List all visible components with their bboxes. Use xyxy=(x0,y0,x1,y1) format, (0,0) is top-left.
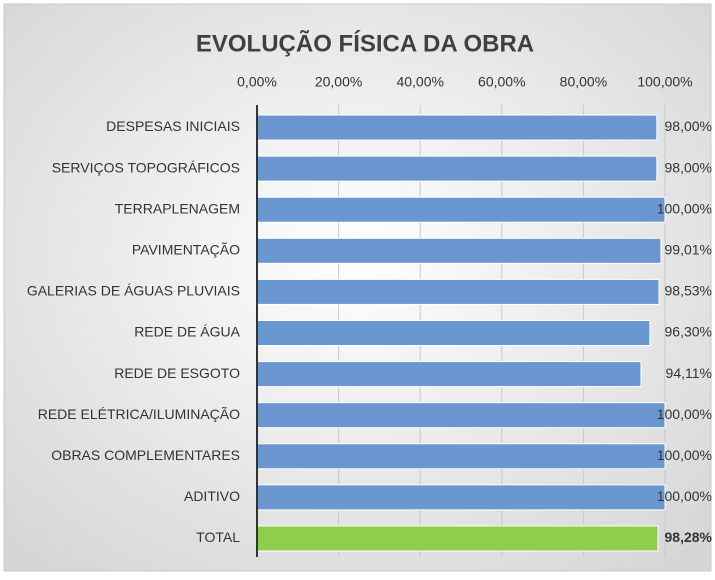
y-tick-label: TOTAL xyxy=(196,529,240,545)
bar xyxy=(256,402,666,429)
y-tick-label: DESPESAS INICIAIS xyxy=(106,118,240,134)
bar xyxy=(256,484,666,511)
data-label: 96,30% xyxy=(665,324,712,340)
bar xyxy=(256,237,662,264)
x-tick-label: 0,00% xyxy=(237,74,277,90)
data-label: 94,11% xyxy=(666,365,712,381)
data-label: 98,53% xyxy=(665,283,712,299)
bar xyxy=(256,525,659,552)
data-label: 98,28% xyxy=(665,529,713,545)
y-tick-label: ADITIVO xyxy=(184,488,240,504)
bar xyxy=(256,114,658,141)
data-label: 98,00% xyxy=(665,159,712,175)
x-tick-label: 80,00% xyxy=(560,74,607,90)
data-label: 98,00% xyxy=(665,118,712,134)
bar xyxy=(256,320,651,346)
y-tick-label: TERRAPLENAGEM xyxy=(115,200,240,216)
data-label: 99,01% xyxy=(665,242,712,258)
bar xyxy=(256,443,666,470)
y-tick-label: REDE DE ÁGUA xyxy=(134,324,240,340)
data-label: 100,00% xyxy=(657,447,712,463)
y-tick-label: REDE DE ESGOTO xyxy=(114,365,240,381)
bar xyxy=(256,278,660,305)
bar xyxy=(256,196,666,223)
x-tick-label: 100,00% xyxy=(637,74,692,90)
x-tick-label: 40,00% xyxy=(396,74,443,90)
y-tick-label: PAVIMENTAÇÃO xyxy=(132,242,240,258)
data-label: 100,00% xyxy=(657,406,712,422)
y-tick-label: OBRAS COMPLEMENTARES xyxy=(51,447,240,463)
bar xyxy=(256,155,658,182)
x-tick-label: 20,00% xyxy=(315,74,362,90)
y-tick-label: GALERIAS DE ÁGUAS PLUVIAIS xyxy=(27,283,240,299)
y-tick-label: REDE ELÉTRICA/ILUMINAÇÃO xyxy=(38,406,240,422)
data-label: 100,00% xyxy=(657,200,712,216)
bar xyxy=(256,361,642,388)
data-label: 100,00% xyxy=(657,488,712,504)
chart-title: EVOLUÇÃO FÍSICA DA OBRA xyxy=(196,29,534,57)
y-tick-label: SERVIÇOS TOPOGRÁFICOS xyxy=(52,159,240,175)
x-tick-label: 60,00% xyxy=(478,74,525,90)
